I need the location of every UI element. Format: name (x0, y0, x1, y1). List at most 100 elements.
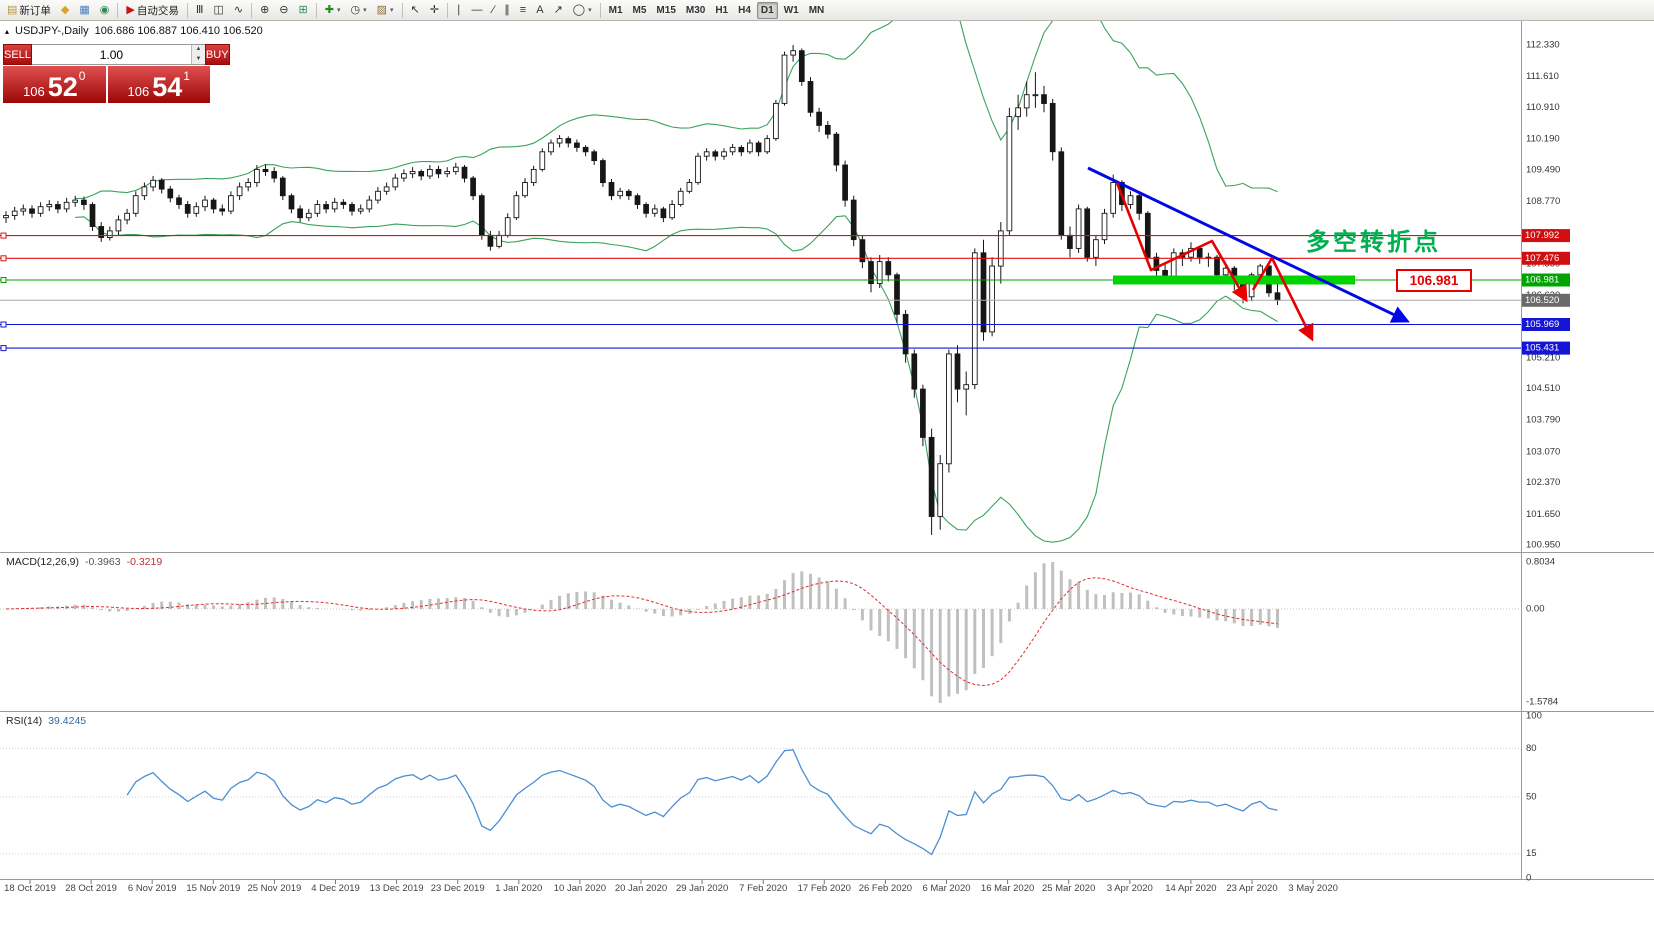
bollinger-bands (75, 21, 1278, 543)
channel-button[interactable]: ∥ (500, 2, 514, 19)
svg-text:100: 100 (1526, 711, 1542, 722)
trendline-blue[interactable] (1087, 166, 1410, 323)
profile-button[interactable]: ▦ (75, 2, 93, 19)
timeframe-w1-label: W1 (783, 4, 799, 16)
svg-text:28 Oct 2019: 28 Oct 2019 (65, 883, 117, 894)
tile-windows-button-icon: ⊞ (298, 3, 308, 16)
zoom-out-button[interactable]: ⊖ (275, 2, 292, 19)
timeframe-w1[interactable]: W1 (780, 2, 803, 19)
rsi-label: RSI(14) (6, 715, 43, 727)
sell-price-button[interactable]: 106 52 0 (3, 66, 106, 103)
candlesticks (3, 45, 1281, 535)
volume-spinner[interactable]: ▲ ▼ (190, 45, 205, 64)
horizontal-line-button[interactable]: ― (467, 2, 486, 19)
crosshair-button[interactable]: ✛ (426, 2, 443, 19)
svg-text:110.190: 110.190 (1526, 134, 1560, 145)
chevron-down-icon: ▾ (390, 7, 394, 14)
shapes-button[interactable]: ◯ ▾ (569, 2, 596, 19)
turning-point-annotation[interactable]: 多空转折点 (1306, 228, 1441, 256)
svg-text:20 Jan 2020: 20 Jan 2020 (615, 883, 667, 894)
tile-windows-button[interactable]: ⊞ (295, 2, 312, 19)
templates-button[interactable]: ▨ ▾ (373, 2, 398, 19)
support-line-blue-2-handle[interactable] (0, 345, 7, 352)
zoom-in-button-icon: ⊕ (260, 3, 270, 16)
toolbar-separator (446, 2, 448, 18)
timeframe-m5[interactable]: M5 (629, 2, 651, 19)
new-order-button-icon: ▤ (7, 3, 18, 16)
bar-chart-button[interactable]: Ⅲ (192, 2, 208, 19)
timeframe-d1[interactable]: D1 (756, 1, 778, 19)
svg-text:15: 15 (1526, 848, 1537, 859)
svg-text:3 May 2020: 3 May 2020 (1288, 883, 1338, 894)
macd-main-value: -0.3963 (84, 556, 121, 568)
periods-button[interactable]: ◷ ▾ (346, 2, 370, 19)
volume-input[interactable] (31, 45, 191, 64)
data-window-button[interactable]: ◉ (96, 2, 114, 19)
trendline-button[interactable]: ∕ (488, 2, 498, 19)
rsi-header: RSI(14) 39.4245 (6, 715, 86, 727)
sell-button[interactable]: SELL (3, 44, 32, 65)
collapse-triangle-icon[interactable]: ▴ (5, 26, 10, 36)
sell-price-pips: 52 (47, 72, 78, 102)
resistance-line-2-handle[interactable] (0, 255, 7, 262)
svg-text:101.650: 101.650 (1526, 509, 1560, 520)
svg-text:108.770: 108.770 (1526, 196, 1560, 207)
toolbar-separator (315, 2, 317, 18)
line-chart-button[interactable]: ∿ (230, 2, 247, 19)
support-line-blue-1-handle[interactable] (0, 321, 7, 328)
symbol-ohlc: 106.686 106.887 106.410 106.520 (94, 25, 263, 37)
svg-text:107.992: 107.992 (1525, 230, 1559, 241)
svg-text:16 Mar 2020: 16 Mar 2020 (981, 883, 1034, 894)
text-button[interactable]: A (532, 2, 547, 19)
one-click-trading-panel: SELL ▲ ▼ BUY 106 52 0 106 54 1 (3, 44, 230, 103)
new-order-button[interactable]: ▤ 新订单 (3, 2, 55, 19)
volume-up-icon[interactable]: ▲ (191, 45, 205, 55)
chevron-down-icon: ▾ (336, 7, 341, 14)
svg-text:105.431: 105.431 (1525, 343, 1559, 354)
svg-text:7 Feb 2020: 7 Feb 2020 (739, 883, 787, 894)
chart-window-button[interactable]: ◆ (57, 2, 73, 19)
vertical-line-button[interactable]: ∣ (452, 2, 466, 19)
fibonacci-button[interactable]: ≡ (516, 2, 530, 19)
svg-text:-1.5784: -1.5784 (1526, 697, 1558, 708)
timeframe-mn[interactable]: MN (805, 2, 829, 19)
zoom-in-button[interactable]: ⊕ (256, 2, 273, 19)
svg-text:50: 50 (1526, 792, 1537, 803)
chart-window-button-icon: ◆ (60, 3, 70, 16)
buy-price-frac: 1 (183, 69, 190, 83)
timeframe-m30-label: M30 (685, 4, 706, 16)
timeframe-d1-label: D1 (760, 4, 774, 16)
price-level-label[interactable]: 106.981 (1396, 269, 1472, 292)
indicators-button[interactable]: ✚ ▾ (321, 2, 345, 19)
timeframe-m15[interactable]: M15 (652, 2, 679, 19)
cursor-button[interactable]: ↖ (407, 2, 424, 19)
toolbar: ▤ 新订单 ◆ ▦ ◉ ▶ 自动交易 Ⅲ ◫ ∿ ⊕ ⊖ ⊞ ✚ ▾ ◷ ▾ ▨ ▾ ↖ ✛ ∣ ― ∕ ∥ ≡ A ↗ ◯ ▾ M1 M5 M… (0, 0, 1654, 21)
timeframe-m30[interactable]: M30 (682, 2, 709, 19)
sell-price-frac: 0 (78, 69, 86, 83)
auto-trading-button[interactable]: ▶ 自动交易 (122, 2, 182, 19)
zigzag-arrow-red-2[interactable] (1251, 256, 1314, 342)
new-order-button-label: 新订单 (19, 4, 51, 17)
support-line-green-handle[interactable] (0, 277, 7, 283)
timeframe-h4[interactable]: H4 (734, 2, 755, 19)
chevron-down-icon: ▾ (363, 7, 367, 14)
svg-text:13 Dec 2019: 13 Dec 2019 (370, 883, 424, 894)
buy-button[interactable]: BUY (204, 44, 230, 65)
macd-signal-value: -0.3219 (126, 556, 163, 568)
buy-price-button[interactable]: 106 54 1 (107, 66, 210, 103)
buy-price-pips: 54 (152, 72, 183, 102)
resistance-line-1-handle[interactable] (0, 232, 7, 239)
text-button-icon: A (536, 3, 544, 16)
timeframe-mn-label: MN (808, 4, 825, 16)
svg-text:110.910: 110.910 (1526, 102, 1560, 113)
timeframe-m1[interactable]: M1 (605, 2, 627, 19)
horizontal-line-button-icon: ― (471, 3, 483, 16)
timeframe-h1[interactable]: H1 (711, 2, 732, 19)
arrows-button[interactable]: ↗ (550, 2, 567, 19)
svg-text:1 Jan 2020: 1 Jan 2020 (495, 883, 542, 894)
zigzag-arrow-red-1[interactable] (1115, 182, 1248, 303)
svg-text:18 Oct 2019: 18 Oct 2019 (4, 883, 56, 894)
candlestick-button[interactable]: ◫ (209, 2, 227, 19)
volume-down-icon[interactable]: ▼ (191, 54, 205, 64)
